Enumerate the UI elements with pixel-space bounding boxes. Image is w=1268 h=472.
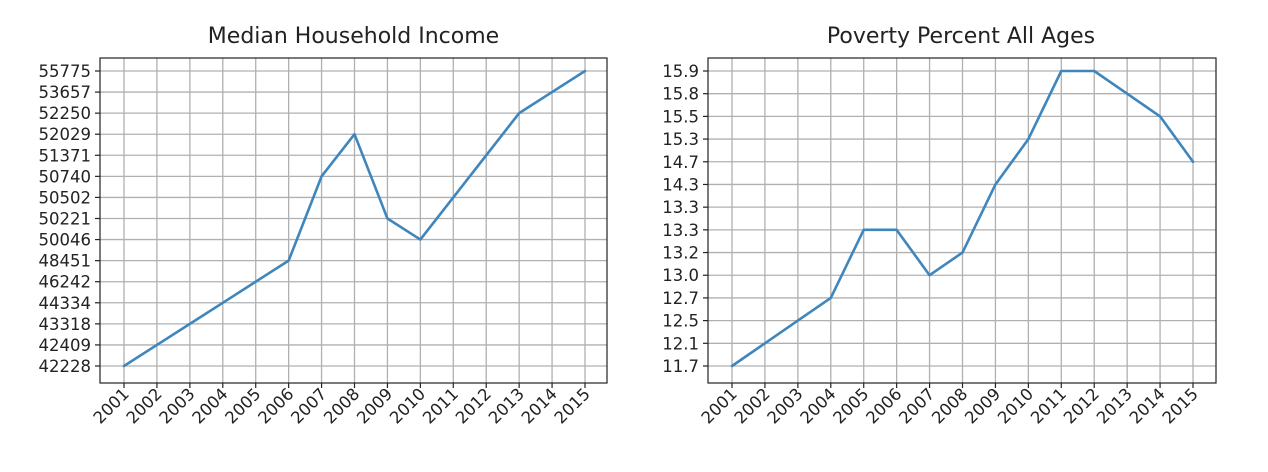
plot-area: 2001200220032004200520062007200820092010… — [39, 57, 608, 428]
y-tick-label: 51371 — [39, 146, 92, 165]
x-tick-label: 2007 — [287, 384, 330, 427]
x-tick-label: 2015 — [1159, 384, 1202, 427]
x-tick-label: 2015 — [551, 384, 594, 427]
x-tick-label: 2012 — [1060, 384, 1103, 427]
x-tick-label: 2010 — [994, 384, 1037, 427]
x-tick-label: 2012 — [452, 384, 495, 427]
chart-title: Poverty Percent All Ages — [827, 24, 1095, 49]
y-tick-label: 53657 — [39, 83, 92, 102]
x-tick-label: 2010 — [386, 384, 429, 427]
x-tick-label: 2008 — [928, 384, 971, 427]
y-tick-label: 14.7 — [662, 153, 699, 172]
y-tick-label: 13.2 — [662, 244, 699, 263]
median-household-income-chart: Median Household Income 2001200220032004… — [39, 24, 608, 428]
y-tick-label: 14.3 — [662, 175, 699, 194]
y-tick-label: 52250 — [39, 104, 92, 123]
y-tick-label: 44334 — [39, 294, 92, 313]
x-tick-label: 2009 — [353, 384, 396, 427]
axes-frame — [99, 57, 608, 384]
y-tick-label: 13.3 — [662, 198, 699, 217]
y-tick-label: 42228 — [39, 357, 92, 376]
y-tick-label: 50046 — [39, 231, 92, 250]
y-tick-label: 12.1 — [662, 334, 699, 353]
x-tick-label: 2011 — [419, 384, 462, 427]
x-tick-label: 2001 — [698, 384, 741, 427]
x-tick-label: 2004 — [188, 384, 231, 427]
y-tick-label: 13.0 — [662, 266, 699, 285]
x-tick-label: 2002 — [731, 384, 774, 427]
y-tick-label: 43318 — [39, 315, 92, 334]
x-tick-label: 2006 — [862, 384, 905, 427]
x-tick-label: 2003 — [156, 384, 199, 427]
y-tick-label: 48451 — [39, 252, 92, 271]
y-tick-label: 15.8 — [662, 85, 699, 104]
x-tick-label: 2006 — [254, 384, 297, 427]
y-tick-label: 50740 — [39, 167, 92, 186]
x-tick-label: 2001 — [90, 384, 133, 427]
x-tick-label: 2013 — [485, 384, 528, 427]
y-tick-label: 11.7 — [662, 357, 699, 376]
x-tick-label: 2014 — [518, 384, 561, 427]
axes-frame — [707, 57, 1217, 384]
x-tick-label: 2013 — [1093, 384, 1136, 427]
y-tick-label: 50502 — [39, 188, 92, 207]
y-tick-label: 13.3 — [662, 221, 699, 240]
y-tick-label: 15.5 — [662, 107, 699, 126]
y-tick-label: 12.7 — [662, 289, 699, 308]
x-tick-label: 2014 — [1126, 384, 1169, 427]
x-tick-label: 2008 — [320, 384, 363, 427]
y-tick-label: 52029 — [39, 125, 92, 144]
poverty-percent-chart: Poverty Percent All Ages 200120022003200… — [662, 24, 1217, 428]
y-tick-label: 46242 — [39, 273, 92, 292]
y-tick-label: 15.3 — [662, 130, 699, 149]
x-tick-label: 2009 — [961, 384, 1004, 427]
x-tick-label: 2004 — [796, 384, 839, 427]
y-tick-label: 15.9 — [662, 62, 699, 81]
chart-title: Median Household Income — [208, 24, 499, 49]
y-tick-label: 42409 — [39, 336, 92, 355]
x-tick-label: 2003 — [764, 384, 807, 427]
y-tick-label: 12.5 — [662, 312, 699, 331]
x-tick-label: 2002 — [123, 384, 166, 427]
x-tick-label: 2005 — [829, 384, 872, 427]
x-tick-label: 2005 — [221, 384, 264, 427]
x-tick-label: 2007 — [895, 384, 938, 427]
x-tick-label: 2011 — [1027, 384, 1070, 427]
y-tick-label: 50221 — [39, 210, 92, 229]
y-tick-label: 55775 — [39, 62, 92, 81]
plot-area: 2001200220032004200520062007200820092010… — [662, 57, 1217, 428]
